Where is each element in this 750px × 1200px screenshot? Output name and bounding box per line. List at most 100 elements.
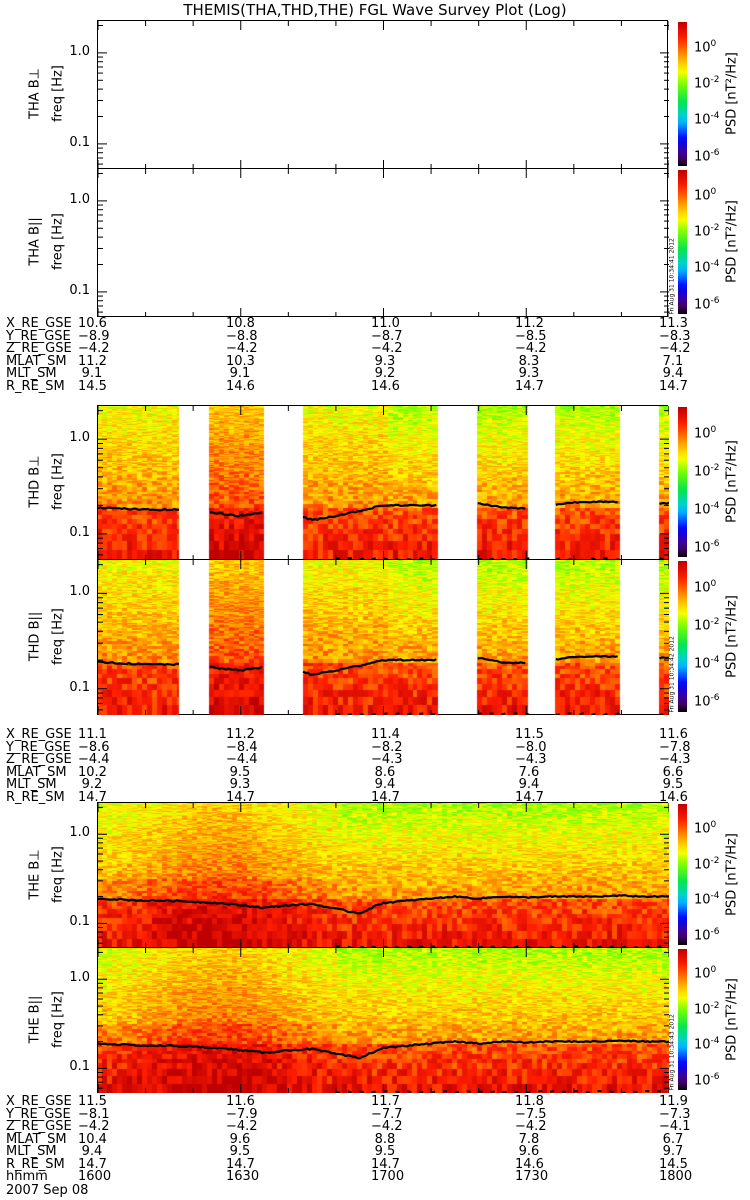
ephemeris-row-label: MLAT_SM: [6, 1131, 67, 1147]
colorbar-tick-base: 10: [694, 821, 711, 837]
low-frequency-trace: [579, 712, 584, 715]
ephemeris-row-label: Z_RE_GSE: [6, 341, 72, 356]
colorbar-tick-label: 10-6: [694, 693, 720, 709]
colorbar-tick-label: 100: [694, 425, 716, 441]
spectrogram-panel-tha-perp: [97, 20, 669, 169]
axes-overlay: [98, 560, 669, 715]
y-tick-label: 1.0: [69, 43, 90, 59]
cyclotron-frequency-line: [659, 501, 669, 505]
low-frequency-trace: [466, 1090, 471, 1093]
ephemeris-value: 11.6: [226, 1094, 255, 1109]
ephemeris-value: −4.2: [78, 341, 110, 356]
ephemeris-value: 11.3: [659, 316, 688, 331]
ephemeris-value: 7.6: [518, 764, 540, 780]
colorbar-tick-label: 10-2: [694, 463, 720, 479]
ephemeris-value: 10.3: [226, 353, 255, 369]
ephemeris-value: −4.2: [371, 341, 403, 356]
y-tick-label: 1.0: [69, 191, 90, 207]
ephemeris-value: 14.7: [371, 789, 400, 805]
ephemeris-row-label: Z_RE_GSE: [6, 1119, 72, 1134]
ephemeris-row-label: Z_RE_GSE: [6, 752, 72, 767]
spectrogram-panel-the-par: [97, 947, 669, 1093]
low-frequency-trace: [419, 1091, 424, 1093]
ephemeris-value: 14.7: [371, 1156, 400, 1172]
ephemeris-value: −8.0: [515, 739, 547, 755]
colorbar-tick-exponent: -6: [710, 1072, 720, 1083]
y-axis-label: freq [Hz]: [50, 453, 66, 510]
colorbar-tick-label: 100: [694, 187, 716, 203]
colorbar-tick-label: 10-4: [694, 501, 720, 517]
colorbar-tick-exponent: -6: [710, 147, 720, 158]
colorbar-tick-exponent: -4: [710, 259, 720, 270]
ephemeris-value: 10.2: [78, 764, 107, 780]
ephemeris-row: X_RE_GSE 11.5 11.6 11.7 11.8 11.9: [6, 1094, 746, 1109]
y-tick-label: 0.1: [69, 679, 90, 695]
low-frequency-trace: [407, 1090, 412, 1093]
ephemeris-row: Y_RE_GSE −8.6 −8.4 −8.2 −8.0 −7.8: [6, 739, 746, 755]
colorbar-tick-exponent: -4: [710, 655, 720, 666]
colorbar-tick-exponent: 0: [710, 38, 717, 49]
ephemeris-value: −8.5: [515, 328, 547, 344]
ephemeris-row: MLT_SM 9.2 9.3 9.4 9.4 9.5: [6, 777, 746, 792]
colorbar-label: PSD [nT²/Hz]: [724, 832, 740, 916]
ephemeris-value: 11.5: [515, 727, 544, 742]
colorbar-tick-label: 10-2: [694, 75, 720, 91]
ephemeris-table-thd: X_RE_GSE 11.1 11.2 11.4 11.5 11.6 Y_RE_GSE −8.6…: [6, 727, 746, 805]
colorbar-label: PSD [nT²/Hz]: [724, 52, 740, 135]
spectrogram-panel-the-perp: [97, 802, 669, 948]
spectrogram-cells: [98, 560, 669, 715]
colorbar-tick-label: 100: [694, 965, 716, 981]
low-frequency-trace: [406, 712, 412, 715]
low-frequency-trace: [371, 712, 376, 715]
ephemeris-value: 9.1: [81, 366, 103, 381]
colorbar: [678, 949, 687, 1090]
ephemeris-table-tha: X_RE_GSE 10.6 10.8 11.0 11.2 11.3 Y_RE_GSE −8.9…: [6, 316, 746, 394]
y-axis-title-component: THE B⊥: [27, 848, 43, 900]
low-frequency-trace: [395, 712, 400, 715]
ephemeris-value: −4.4: [78, 752, 110, 767]
ephemeris-row: Y_RE_GSE −8.9 −8.8 −8.7 −8.5 −8.3: [6, 328, 746, 344]
colorbar-tick-base: 10: [694, 580, 711, 596]
ephemeris-value: −4.2: [226, 1119, 258, 1134]
colorbar-tick-exponent: -4: [710, 1036, 720, 1047]
ephemeris-row: MLAT_SM 10.4 9.6 8.8 7.8 6.7: [6, 1131, 746, 1147]
ephemeris-value: 10.8: [226, 316, 255, 331]
colorbar-tick-exponent: -6: [710, 927, 720, 938]
axes-overlay: [98, 406, 669, 560]
low-frequency-trace: [591, 712, 596, 715]
ephemeris-value: 9.4: [81, 1144, 103, 1159]
cyclotron-frequency-line: [477, 502, 526, 510]
colorbar-tick-base: 10: [694, 501, 711, 517]
ephemeris-value: −4.1: [659, 1119, 691, 1134]
ephemeris-row: Y_RE_GSE −8.1 −7.9 −7.7 −7.5 −7.3: [6, 1106, 746, 1122]
colorbar-tick-exponent: -2: [710, 222, 720, 233]
colorbar-label: PSD [nT²/Hz]: [724, 200, 740, 283]
date-label: 2007 Sep 08: [6, 1183, 89, 1198]
ephemeris-row: MLT_SM 9.4 9.5 9.5 9.6 9.7: [6, 1144, 746, 1159]
ephemeris-value: 9.3: [229, 777, 251, 792]
ephemeris-value: −8.4: [226, 739, 258, 755]
axes-overlay: [98, 21, 669, 169]
ephemeris-row-label: Y_RE_GSE: [6, 1106, 71, 1122]
cyclotron-frequency-line: [98, 894, 669, 915]
cyclotron-frequency-line: [555, 500, 618, 506]
low-frequency-trace: [335, 1091, 341, 1093]
cyclotron-frequency-line: [98, 506, 180, 512]
ephemeris-value: 9.4: [518, 777, 540, 792]
colorbar-tick-base: 10: [694, 694, 711, 710]
colorbar-tick-label: 10-6: [694, 927, 720, 943]
ephemeris-row-label: MLT_SM: [6, 777, 57, 792]
ephemeris-value: 6.7: [662, 1131, 684, 1147]
ephemeris-row: Z_RE_GSE −4.2 −4.2 −4.2 −4.2 −4.2: [6, 341, 746, 356]
ephemeris-row: X_RE_GSE 10.6 10.8 11.0 11.2 11.3: [6, 316, 746, 331]
ephemeris-row: R_RE_SM 14.5 14.6 14.6 14.7 14.7: [6, 378, 746, 394]
ephemeris-value: 14.7: [659, 378, 688, 394]
spectrogram-cells: [98, 406, 669, 560]
colorbar-tick-exponent: -2: [710, 855, 720, 866]
ephemeris-value: 14.5: [78, 378, 107, 394]
ephemeris-value: 1730: [515, 1169, 549, 1184]
colorbar-tick-label: 10-4: [694, 1036, 720, 1052]
low-frequency-trace: [501, 712, 506, 715]
ephemeris-value: 11.5: [78, 1094, 107, 1109]
y-tick-label: 1.0: [69, 584, 90, 600]
